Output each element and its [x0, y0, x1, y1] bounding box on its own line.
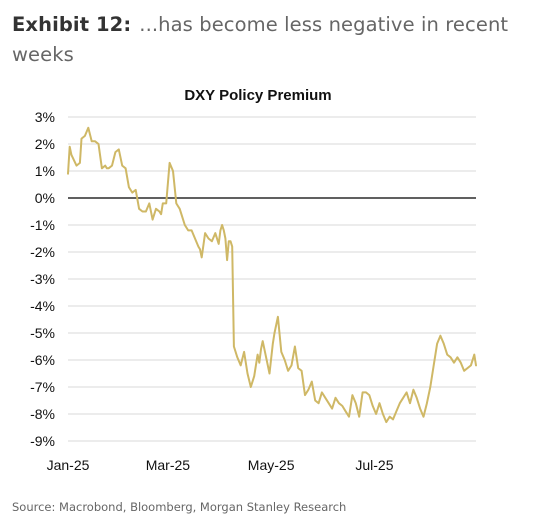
grid-layer — [68, 116, 476, 442]
x-tick-label: Jan-25 — [47, 457, 90, 473]
y-tick-label: -7% — [30, 379, 55, 395]
y-tick-label: -4% — [30, 298, 55, 314]
x-tick-label: May-25 — [248, 457, 295, 473]
y-tick-label: -2% — [30, 244, 55, 260]
y-tick-label: -6% — [30, 352, 55, 368]
exhibit-title: Exhibit 12: ...has become less negative i… — [12, 10, 522, 70]
x-tick-label: Mar-25 — [146, 457, 191, 473]
y-tick-label: -1% — [30, 217, 55, 233]
exhibit-label: Exhibit 12: — [12, 13, 132, 36]
y-tick-label: -5% — [30, 325, 55, 341]
y-tick-label: 3% — [35, 109, 55, 125]
source-note: Source: Macrobond, Bloomberg, Morgan Sta… — [12, 500, 347, 514]
chart-title: DXY Policy Premium — [184, 87, 331, 104]
y-tick-label: 2% — [35, 136, 55, 152]
exhibit-text: ...has become less negative in recent we… — [12, 13, 509, 66]
y-tick-label: -3% — [30, 271, 55, 287]
series-line — [67, 126, 477, 424]
x-tick-label: Jul-25 — [355, 457, 393, 473]
x-tick-labels: Jan-25 Mar-25 May-25 Jul-25 — [47, 457, 394, 473]
y-tick-labels: 3% 2% 1% 0% -1% -2% -3% -4% -5% -6% -7% -8% -9% — [30, 109, 55, 449]
y-tick-label: -9% — [30, 433, 55, 449]
y-tick-label: -8% — [30, 406, 55, 422]
y-tick-label: 1% — [35, 163, 55, 179]
chart: DXY Policy Premium 3% 2% 1% 0% -1% -2% -3% -4% -… — [30, 87, 477, 473]
y-tick-label: 0% — [35, 190, 55, 206]
series-layer — [67, 126, 477, 424]
